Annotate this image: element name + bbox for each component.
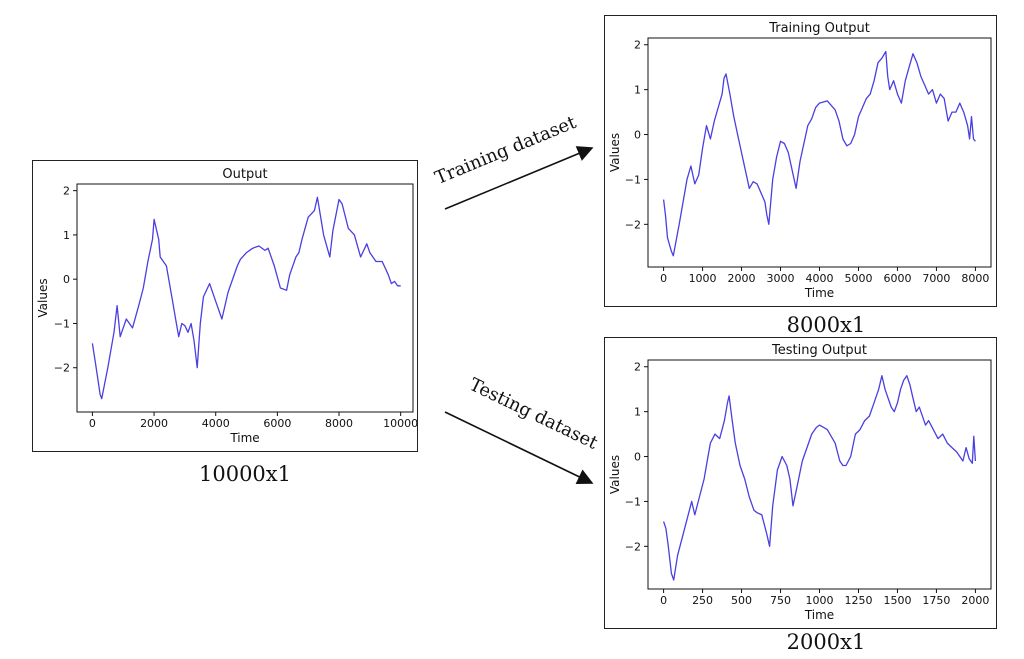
training-dataset-caption: 8000x1 <box>786 313 866 337</box>
x-axis-label: Time <box>229 431 259 445</box>
x-tick-label: 1000 <box>689 272 717 285</box>
x-tick-label: 6000 <box>883 272 911 285</box>
y-tick-label: 0 <box>634 129 641 142</box>
y-tick-label: −1 <box>625 173 641 186</box>
full-dataset-caption: 10000x1 <box>198 462 291 486</box>
x-tick-label: 0 <box>660 272 667 285</box>
x-tick-label: 7000 <box>922 272 950 285</box>
x-tick-label: 3000 <box>767 272 795 285</box>
training-chart: Training Output 0 1000 2000 3000 4000 5000 6000… <box>608 21 992 300</box>
y-tick-label: −2 <box>625 218 641 231</box>
y-tick-label: −1 <box>625 495 641 508</box>
training-chart-panel: Training Output 0 1000 2000 3000 4000 5000 6000… <box>604 15 997 307</box>
y-tick-label: 2 <box>634 39 641 52</box>
x-tick-label: 8000 <box>325 417 353 430</box>
testing-arrow <box>444 411 594 484</box>
x-tick-label: 2000 <box>728 272 756 285</box>
y-tick-label: −2 <box>54 362 70 375</box>
y-tick-label: 0 <box>63 273 70 286</box>
x-tick-label: 750 <box>770 594 791 607</box>
x-tick-label: 10000 <box>383 417 418 430</box>
y-axis-label: Values <box>608 133 622 172</box>
x-tick-label: 1500 <box>883 594 911 607</box>
x-axis-label: Time <box>804 286 834 300</box>
y-tick-label: 1 <box>63 229 70 242</box>
y-axis-label: Values <box>36 278 50 317</box>
testing-dataset-caption: 2000x1 <box>786 630 866 654</box>
y-axis-label: Values <box>608 455 622 494</box>
x-tick-label: 2000 <box>961 594 989 607</box>
x-axis-label: Time <box>804 608 834 622</box>
series-line <box>662 50 976 257</box>
y-tick-label: 2 <box>63 185 70 198</box>
chart-title: Testing Output <box>771 343 867 358</box>
output-chart: Output 0 2000 4000 6000 8000 10000 −2 −1 0 1 2 Time V… <box>36 167 418 445</box>
testing-chart-panel: Testing Output 0 250 500 750 1000 1250 1500 1750… <box>604 337 997 629</box>
plot-frame <box>76 183 414 413</box>
y-tick-label: −2 <box>625 540 641 553</box>
x-tick-label: 0 <box>660 594 667 607</box>
chart-title: Training Output <box>768 21 870 36</box>
x-tick-label: 250 <box>692 594 713 607</box>
chart-title: Output <box>222 167 267 182</box>
training-arrow <box>444 146 594 210</box>
series-line <box>91 196 401 400</box>
x-tick-label: 5000 <box>844 272 872 285</box>
x-tick-label: 2000 <box>140 417 168 430</box>
x-tick-label: 4000 <box>202 417 230 430</box>
x-tick-label: 1000 <box>806 594 834 607</box>
y-tick-label: 2 <box>634 361 641 374</box>
y-tick-label: −1 <box>54 317 70 330</box>
y-tick-label: 1 <box>634 406 641 419</box>
testing-chart: Testing Output 0 250 500 750 1000 1250 1500 1750… <box>608 343 992 622</box>
x-tick-label: 6000 <box>263 417 291 430</box>
series-line <box>662 375 977 581</box>
x-tick-label: 500 <box>731 594 752 607</box>
x-tick-label: 1750 <box>922 594 950 607</box>
output-chart-panel: Output 0 2000 4000 6000 8000 10000 −2 −1 0 1 2 Time V… <box>32 160 418 452</box>
x-tick-label: 8000 <box>961 272 989 285</box>
y-tick-label: 0 <box>634 451 641 464</box>
x-tick-label: 0 <box>89 417 96 430</box>
x-tick-label: 4000 <box>806 272 834 285</box>
y-tick-label: 1 <box>634 84 641 97</box>
x-tick-label: 1250 <box>844 594 872 607</box>
